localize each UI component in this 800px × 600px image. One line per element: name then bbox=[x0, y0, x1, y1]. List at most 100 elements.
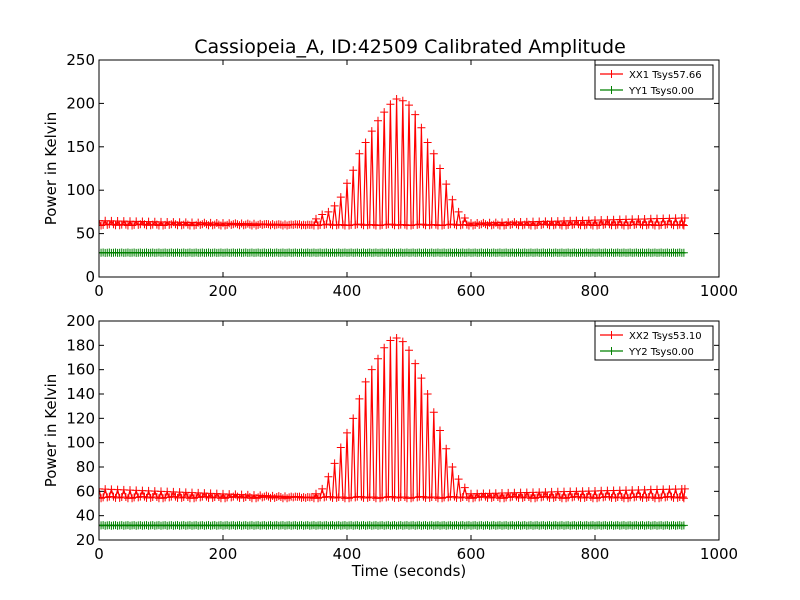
data-point-marker bbox=[227, 220, 236, 229]
data-point-marker bbox=[171, 220, 180, 229]
data-point-marker bbox=[580, 493, 589, 502]
data-point-marker bbox=[611, 221, 620, 230]
data-point-marker bbox=[202, 220, 211, 229]
data-point-marker bbox=[146, 221, 155, 230]
data-point-marker bbox=[648, 220, 657, 229]
data-point-marker bbox=[605, 492, 614, 501]
data-point-marker bbox=[448, 195, 457, 204]
data-point-marker bbox=[417, 374, 426, 383]
legend: XX2 Tsys53.10 YY2 Tsys0.00 bbox=[594, 325, 714, 361]
data-point-marker bbox=[568, 493, 577, 502]
data-point-marker bbox=[429, 149, 438, 158]
data-point-marker bbox=[202, 492, 211, 501]
data-point-marker bbox=[177, 493, 186, 502]
plot-area bbox=[99, 334, 689, 530]
data-point-marker bbox=[436, 164, 444, 173]
data-point-marker bbox=[487, 221, 496, 230]
data-point-marker bbox=[363, 221, 372, 230]
data-point-marker bbox=[442, 180, 451, 189]
y-tick-label: 50 bbox=[76, 225, 95, 243]
data-point-marker bbox=[239, 221, 248, 230]
legend-label: YY2 Tsys0.00 bbox=[628, 347, 694, 358]
data-point-marker bbox=[388, 220, 397, 229]
legend: XX1 Tsys57.66 YY1 Tsys0.00 bbox=[594, 64, 714, 100]
data-point-marker bbox=[320, 220, 329, 229]
data-point-marker bbox=[475, 220, 484, 229]
data-point-marker bbox=[177, 221, 186, 230]
data-point-marker bbox=[400, 220, 409, 229]
data-point-marker bbox=[351, 493, 360, 502]
data-point-marker bbox=[343, 428, 351, 437]
data-point-marker bbox=[419, 492, 428, 501]
data-point-marker bbox=[678, 492, 687, 501]
data-point-marker bbox=[152, 492, 161, 501]
data-point-marker bbox=[171, 492, 180, 501]
data-point-marker bbox=[475, 493, 484, 502]
data-point-marker bbox=[361, 377, 370, 386]
data-point-marker bbox=[258, 493, 267, 502]
data-point-marker bbox=[233, 492, 242, 501]
data-point-marker bbox=[667, 492, 676, 501]
y-tick-label: 180 bbox=[66, 336, 95, 354]
data-point-marker bbox=[436, 426, 444, 435]
bottom-chart-panel: 0 200 400 600 800 1000 20 40 60 80 100 120 140 160 180… bbox=[42, 312, 738, 580]
data-point-marker bbox=[642, 221, 651, 230]
data-point-marker bbox=[580, 221, 589, 230]
data-point-marker bbox=[283, 221, 292, 230]
data-point-marker bbox=[140, 220, 149, 229]
data-point-marker bbox=[386, 336, 395, 345]
data-point-marker bbox=[680, 213, 689, 222]
data-point-marker bbox=[349, 166, 358, 175]
data-point-marker bbox=[394, 493, 403, 502]
data-point-marker bbox=[543, 220, 552, 229]
data-point-marker bbox=[469, 221, 478, 230]
data-point-marker bbox=[679, 248, 688, 257]
data-point-marker bbox=[438, 494, 447, 503]
data-point-marker bbox=[624, 494, 633, 503]
data-point-marker bbox=[374, 116, 382, 125]
x-tick-label: 400 bbox=[333, 545, 362, 563]
data-point-marker bbox=[487, 493, 496, 502]
y-tick-label: 20 bbox=[76, 531, 95, 549]
data-point-marker bbox=[407, 494, 416, 503]
y-tick-label: 80 bbox=[76, 458, 95, 476]
data-point-marker bbox=[586, 492, 595, 501]
legend-label: YY1 Tsys0.00 bbox=[628, 86, 694, 97]
data-point-marker bbox=[227, 493, 236, 502]
data-point-marker bbox=[109, 220, 118, 229]
data-point-marker bbox=[332, 493, 341, 502]
data-point-marker bbox=[355, 394, 364, 403]
series-xx2 bbox=[99, 334, 689, 503]
data-point-marker bbox=[382, 493, 391, 502]
data-point-marker bbox=[99, 494, 106, 503]
data-point-marker bbox=[524, 492, 533, 501]
data-point-marker bbox=[183, 220, 192, 229]
data-point-marker bbox=[506, 220, 515, 229]
data-point-marker bbox=[617, 220, 626, 229]
data-point-marker bbox=[326, 492, 335, 501]
data-point-marker bbox=[413, 220, 422, 229]
legend-label: XX1 Tsys57.66 bbox=[629, 70, 702, 81]
data-point-marker bbox=[636, 220, 645, 229]
data-point-marker bbox=[283, 494, 292, 503]
data-point-marker bbox=[258, 220, 267, 229]
data-point-marker bbox=[318, 210, 327, 219]
x-tick-label: 1000 bbox=[700, 545, 738, 563]
data-point-marker bbox=[444, 493, 453, 502]
data-point-marker bbox=[537, 493, 546, 502]
figure-title: Cassiopeia_A, ID:42509 Calibrated Amplit… bbox=[194, 36, 626, 58]
data-point-marker bbox=[109, 492, 118, 501]
y-tick-label: 60 bbox=[76, 482, 95, 500]
data-point-marker bbox=[295, 492, 304, 501]
data-point-marker bbox=[593, 494, 602, 503]
data-point-marker bbox=[376, 221, 385, 230]
data-point-marker bbox=[624, 221, 633, 230]
data-point-marker bbox=[320, 493, 329, 502]
data-point-marker bbox=[252, 221, 261, 230]
data-point-marker bbox=[642, 493, 651, 502]
data-point-marker bbox=[324, 207, 333, 216]
data-point-marker bbox=[568, 220, 577, 229]
data-point-marker bbox=[233, 220, 242, 229]
x-tick-label: 600 bbox=[457, 282, 486, 300]
data-point-marker bbox=[276, 492, 285, 501]
